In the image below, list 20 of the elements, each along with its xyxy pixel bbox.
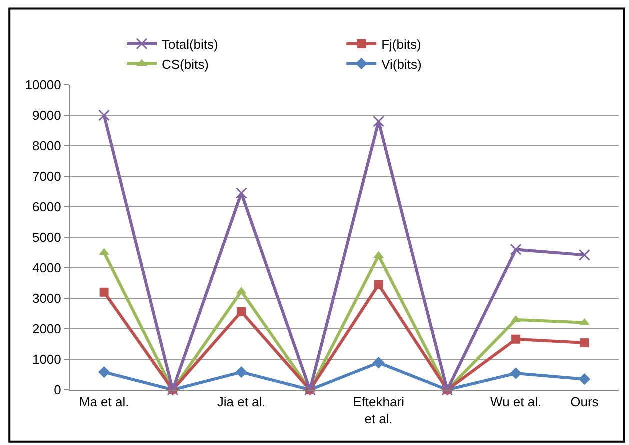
x-tick-label: Ma et al. <box>79 394 130 410</box>
x-tick-label: Jia et al. <box>217 394 266 410</box>
y-tick-label: 10000 <box>25 78 62 93</box>
x-tick-label: Wu et al. <box>490 394 542 410</box>
y-tick-label: 5000 <box>32 230 62 246</box>
y-tick-label: 3000 <box>32 291 62 306</box>
y-tick-label: 9000 <box>32 108 62 124</box>
y-tick-label: 4000 <box>32 260 62 276</box>
y-tick-label: 6000 <box>32 200 62 215</box>
legend-label: Fj(bits) <box>382 36 422 52</box>
y-tick-label: 8000 <box>32 138 62 154</box>
y-tick-label: 1000 <box>32 352 62 368</box>
y-tick-label: 7000 <box>32 169 62 184</box>
legend-label: Total(bits) <box>162 36 218 52</box>
x-tick-label: Eftekhari et al. <box>353 394 405 426</box>
x-tick-label: Ours <box>570 394 600 410</box>
y-tick-label: 2000 <box>32 322 62 337</box>
legend-label: Vi(bits) <box>382 56 422 72</box>
y-tick-label: 0 <box>54 382 62 398</box>
legend-label: CS(bits) <box>162 56 209 72</box>
